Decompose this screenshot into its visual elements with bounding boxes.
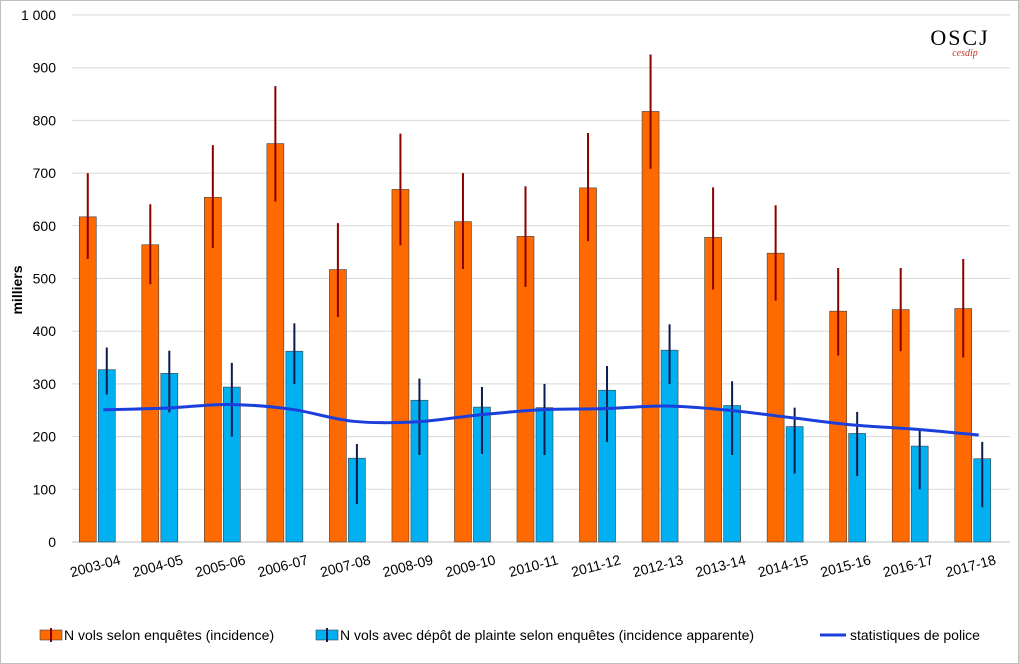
y-tick-label: 1 000	[21, 7, 56, 23]
bar	[454, 221, 472, 543]
y-tick-label: 300	[33, 376, 57, 392]
y-tick-label: 200	[33, 429, 57, 445]
bar	[641, 111, 660, 543]
y-tick-label: 400	[33, 323, 57, 339]
line-series	[103, 402, 979, 437]
police-statistics-line	[103, 402, 979, 437]
bar	[97, 369, 116, 543]
legend-label: N vols avec dépôt de plainte selon enquê…	[340, 627, 754, 643]
y-tick-label: 100	[33, 481, 57, 497]
y-axis-ticks: 0 100 200 300 400 500 600 700 800 900 1 000	[21, 7, 56, 550]
legend-label: statistiques de police	[850, 627, 980, 643]
y-tick-label: 600	[33, 218, 57, 234]
y-axis-label: milliers	[9, 265, 25, 314]
logo-text: OSCJ	[930, 25, 989, 50]
y-tick-label: 900	[33, 60, 57, 76]
bar	[204, 197, 222, 543]
y-tick-label: 500	[33, 271, 57, 287]
bar	[141, 244, 160, 543]
logo-subtext: cesdip	[952, 48, 978, 59]
bar	[266, 143, 285, 543]
logo: OSCJ cesdip	[930, 25, 989, 59]
bar	[78, 216, 97, 543]
legend-label: N vols selon enquêtes (incidence)	[64, 627, 274, 643]
legend: N vols selon enquêtes (incidence) N vols …	[39, 627, 980, 643]
y-tick-label: 0	[48, 534, 56, 550]
y-tick-label: 800	[33, 112, 57, 128]
y-tick-label: 700	[33, 165, 57, 181]
